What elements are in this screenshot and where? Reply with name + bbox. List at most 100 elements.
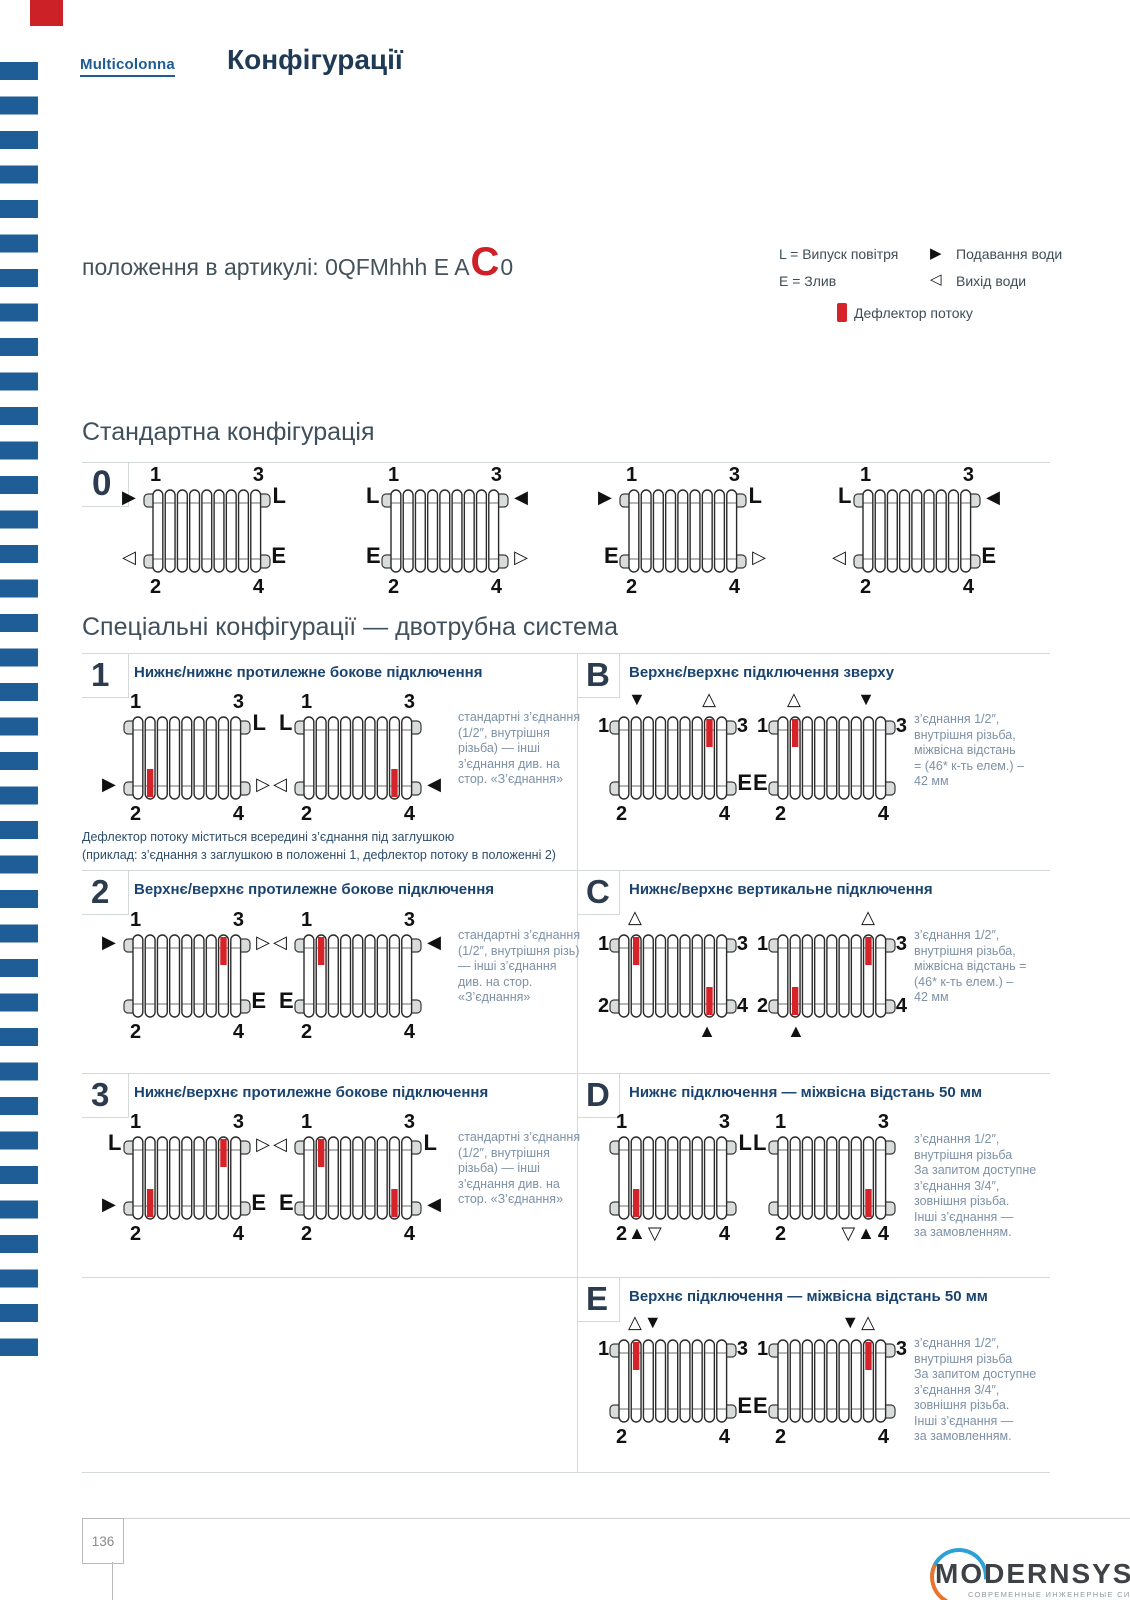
section-title: Верхнє/верхнє протилежне бокове підключе… [134, 881, 494, 898]
flow-arrow: ▲ [698, 1021, 718, 1041]
legend-outlet: Вихід води [956, 273, 1027, 289]
note-line: 42 мм [914, 990, 949, 1004]
legend-supply: Подавання води [956, 246, 1063, 262]
radiator-body [768, 1136, 896, 1220]
port-label-E: E [251, 988, 266, 1013]
footer-crop-mark [112, 1562, 113, 1600]
flow-arrow: ▼△ [841, 1312, 877, 1332]
outlet-arrow-icon: ◁ [930, 271, 942, 288]
position-label-4: 4 [877, 803, 889, 825]
section-note: з’єднання 1/2″, внутрішня різьба За запито… [914, 1132, 1036, 1241]
article-position-line: положення в артикулі: 0QFMhhh E A C 0 [82, 240, 513, 285]
section-badge-box: D [577, 1073, 620, 1118]
position-label-4: 4 [252, 576, 264, 598]
legend-deflector: Дефлектор потоку [854, 305, 973, 321]
note-line: стор. «З’єднання» [458, 1192, 564, 1206]
note-line: За запитом доступне [914, 1163, 1037, 1177]
note-line: стор. «З’єднання» [458, 772, 564, 786]
flow-arrow: △ [787, 689, 803, 709]
port-label-L: L [279, 710, 293, 735]
footer-rule [122, 1518, 1130, 1519]
supply-arrow-icon: ▶ [930, 245, 942, 262]
port-label-L: L [252, 710, 266, 735]
radiator-body [294, 1136, 422, 1220]
footnote-line: Дефлектор потоку міститься всередині з’є… [82, 830, 455, 844]
port-label-L: L [748, 483, 762, 508]
port-label-L: L [423, 1130, 437, 1155]
section-badge-box: E [577, 1277, 620, 1322]
note-line: різьба) — інші [458, 1161, 540, 1175]
radiator-body [609, 1136, 737, 1220]
note-line: з’єднання 3/4″, [914, 1178, 1000, 1193]
position-label-2: 2 [598, 995, 610, 1017]
legend-drain: E = Злив [779, 273, 837, 289]
legend-air-vent: L = Випуск повітря [779, 246, 899, 262]
section-note: стандартні з’єднання (1/2″, внутрішня різь… [458, 710, 580, 788]
note-line: з’єднання 1/2″, [914, 1132, 1000, 1146]
port-label-E: E [981, 543, 996, 568]
radiator-body [853, 489, 981, 573]
section-badge: B [586, 656, 610, 693]
radiator-body [609, 1339, 737, 1423]
flow-arrow: ▶ [598, 487, 614, 507]
grid-line [82, 1277, 1050, 1278]
article-suffix: 0 [500, 254, 514, 280]
flow-arrow: ◀ [427, 932, 443, 952]
note-line: (1/2″, внутрішня [458, 1145, 550, 1160]
port-label-E: E [604, 543, 619, 568]
position-label-3: 3 [736, 715, 748, 737]
port-label-L: L [108, 1130, 122, 1155]
port-label-E: E [279, 988, 294, 1013]
position-label-1: 1 [598, 715, 610, 737]
position-label-4: 4 [403, 1223, 415, 1245]
radiator-diagram: 1 3 2 4 ◁ ◀ E [273, 910, 441, 1042]
article-highlight: C [470, 240, 500, 284]
position-label-4: 4 [962, 576, 974, 598]
radiator-diagram: 1 3 2 4 L ▲▽ [609, 1112, 752, 1244]
position-label-4: 4 [718, 1223, 730, 1245]
port-label-E: E [251, 1190, 266, 1215]
note-line: — інші з’єднання [458, 959, 557, 973]
section-title: Нижнє/верхнє вертикальне підключення [629, 881, 933, 898]
radiator-diagram: 1 3 2 4 L ◁ ◀ [273, 692, 441, 824]
decorative-stripes [0, 62, 38, 1356]
note-line: (1/2″, внутрішня різь) [458, 943, 580, 958]
position-label-3: 3 [403, 1111, 415, 1133]
flow-arrow: ◁ [273, 774, 289, 794]
section-badge: 2 [91, 873, 110, 910]
position-label-2: 2 [626, 576, 638, 598]
position-label-1: 1 [598, 933, 610, 955]
note-line: за замовленням. [914, 1225, 1012, 1239]
note-line: міжвісна відстань [914, 743, 1016, 757]
radiator-body [768, 716, 896, 800]
page-title: Конфігурації [227, 44, 403, 75]
flow-arrow: ▷ [752, 547, 768, 567]
section-badge: 3 [91, 1076, 110, 1113]
note-line: з’єднання 3/4″, [914, 1382, 1000, 1397]
section-badge: E [586, 1280, 609, 1317]
note-line: стандартні з’єднання [458, 1130, 581, 1144]
deflector-swatch-icon [837, 303, 847, 322]
note-line: = (46* к-ть елем.) – [914, 758, 1024, 773]
flow-arrow: △ [861, 907, 877, 927]
position-label-3: 3 [962, 464, 974, 486]
radiator-diagram: 1 3 2 4 L ◀ ◁ E [832, 465, 1000, 597]
position-label-3: 3 [895, 715, 907, 737]
position-label-2: 2 [616, 1223, 628, 1245]
flow-arrow: ◁ [273, 932, 289, 952]
radiator-diagram: 1 3 2 4 ▶ L E ▷ [598, 465, 766, 597]
radiator-diagram: 1 3 2 4 △ ▲ [757, 908, 907, 1040]
position-label-1: 1 [301, 909, 313, 931]
radiator-diagram: 1 3 2 4 L ▶ ▷ [102, 692, 270, 824]
section-title: Нижнє підключення — міжвісна відстань 50… [629, 1084, 983, 1101]
position-label-4: 4 [736, 995, 748, 1017]
section-badge: D [586, 1076, 610, 1113]
position-label-2: 2 [388, 576, 400, 598]
position-label-1: 1 [388, 464, 400, 486]
position-label-3: 3 [718, 1111, 730, 1133]
position-label-3: 3 [403, 909, 415, 931]
position-label-2: 2 [301, 1223, 313, 1245]
note-line: внутрішня різьба [914, 1351, 1013, 1366]
radiator-body [619, 489, 747, 573]
